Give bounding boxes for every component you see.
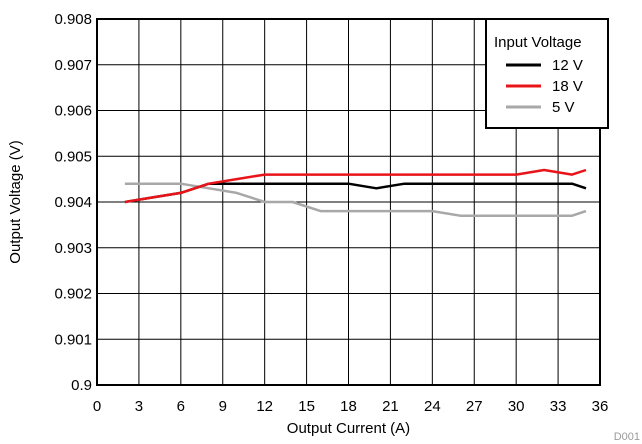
legend-label: 5 V <box>552 99 575 116</box>
legend-title: Input Voltage <box>494 34 582 51</box>
x-tick-label: 33 <box>550 398 567 415</box>
legend-label: 12 V <box>552 57 583 74</box>
y-axis-ticks: 0.9 0.901 0.902 0.903 0.904 0.905 0.906 0.907 0.… <box>54 11 92 394</box>
x-tick-label: 6 <box>177 398 185 415</box>
x-axis-ticks: 0 3 6 9 12 15 18 21 24 27 30 33 36 <box>93 398 609 415</box>
legend-label: 18 V <box>552 78 583 95</box>
y-tick-label: 0.906 <box>54 103 92 120</box>
x-tick-label: 36 <box>592 398 609 415</box>
x-tick-label: 30 <box>508 398 525 415</box>
y-tick-label: 0.905 <box>54 148 92 165</box>
series-line-5v <box>124 182 587 217</box>
legend-items: 12 V 18 V 5 V <box>506 57 583 116</box>
y-axis-label: Output Voltage (V) <box>7 140 24 263</box>
x-tick-label: 9 <box>219 398 227 415</box>
x-tick-label: 0 <box>93 398 101 415</box>
y-tick-label: 0.903 <box>54 240 92 257</box>
x-tick-label: 18 <box>340 398 357 415</box>
figure-id-label: D001 <box>614 431 640 443</box>
plot-frame <box>96 18 601 386</box>
x-tick-label: 12 <box>256 398 273 415</box>
x-tick-label: 3 <box>135 398 143 415</box>
x-tick-label: 24 <box>424 398 441 415</box>
x-tick-label: 21 <box>382 398 399 415</box>
y-tick-label: 0.9 <box>71 377 92 394</box>
x-axis-label: Output Current (A) <box>287 420 410 437</box>
y-tick-label: 0.908 <box>54 11 92 28</box>
series-layer <box>124 168 587 217</box>
y-tick-label: 0.902 <box>54 286 92 303</box>
y-tick-label: 0.901 <box>54 331 92 348</box>
x-tick-label: 15 <box>298 398 315 415</box>
legend-box <box>485 18 609 129</box>
y-tick-label: 0.907 <box>54 57 92 74</box>
y-tick-label: 0.904 <box>54 194 92 211</box>
x-tick-label: 27 <box>466 398 483 415</box>
series-line-18v <box>124 168 587 204</box>
legend: Input Voltage 12 V 18 V 5 V <box>485 18 609 129</box>
